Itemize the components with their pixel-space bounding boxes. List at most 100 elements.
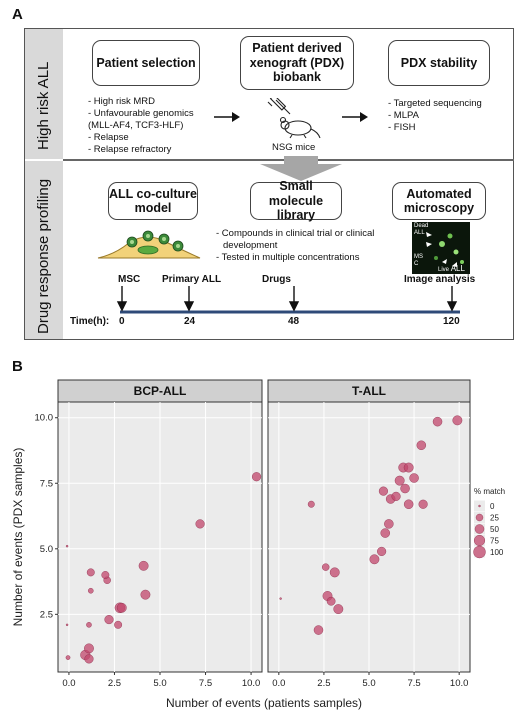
pdx-biobank-box: Patient derived xenograft (PDX) biobank — [240, 36, 354, 90]
scatter-chart: BCP-ALL 0.0 2.5 5.0 7.5 10.0 T-ALL 0.0 2.5 5.0 7.5… — [11, 379, 505, 710]
data-point — [84, 654, 94, 664]
coculture-cell-icon — [97, 230, 201, 259]
microscopy-cells-icon — [426, 232, 464, 267]
data-point — [391, 491, 401, 501]
patient-selection-item: - Relapse — [88, 131, 129, 143]
timeline-graphic — [116, 286, 460, 314]
legend-symbol — [473, 545, 486, 559]
coculture-box: ALL co-culture model — [108, 182, 198, 220]
legend-symbol — [473, 534, 486, 547]
data-point — [378, 486, 388, 496]
y-tick-label: 2.5 — [40, 609, 53, 620]
microscopy-box: Automated microscopy — [392, 182, 486, 220]
data-point — [65, 623, 69, 627]
x-tick-label: 7.5 — [199, 678, 212, 689]
data-point — [65, 655, 71, 660]
y-tick-label: 5.0 — [40, 544, 53, 555]
x-tick-label: 7.5 — [407, 678, 420, 689]
stability-item: - FISH — [388, 121, 416, 133]
row-label-high-risk: High risk ALL — [35, 61, 52, 150]
data-point — [140, 589, 151, 600]
stability-item: - Targeted sequencing — [388, 98, 482, 109]
x-tick-label: 5.0 — [362, 678, 375, 689]
legend-symbol — [475, 513, 484, 522]
x-tick-label: 10.0 — [242, 678, 261, 689]
patient-selection-box: Patient selection — [92, 40, 200, 86]
data-point — [380, 528, 390, 538]
legend-symbol — [474, 524, 485, 534]
x-tick-label: 5.0 — [153, 678, 166, 689]
data-point — [307, 500, 315, 508]
data-point — [251, 472, 262, 482]
data-point — [313, 625, 324, 635]
data-point — [84, 643, 94, 654]
pdx-stability-box: PDX stability — [388, 40, 490, 86]
data-point — [377, 546, 387, 556]
data-point — [86, 568, 95, 577]
arrow-right-icon — [342, 112, 368, 122]
data-point — [329, 567, 340, 578]
library-item: development — [223, 239, 278, 251]
stability-list: - Targeted sequencing - MLPA - FISH — [388, 98, 482, 134]
data-point — [394, 475, 405, 486]
data-point — [409, 473, 419, 483]
data-point — [403, 462, 414, 473]
x-tick-label: 0.0 — [62, 678, 75, 689]
library-item: - Tested in multiple concentrations — [216, 251, 360, 263]
y-tick-label: 10.0 — [35, 413, 54, 424]
microscopy-image: Dead ALL MS C Live ALL — [412, 222, 470, 274]
y-axis-title: Number of events (PDX samples) — [11, 448, 25, 627]
timeline-time-48: 48 — [288, 316, 300, 327]
data-point — [322, 563, 330, 571]
timeline-time-120: 120 — [443, 316, 460, 327]
data-point — [65, 544, 69, 548]
legend-label: 25 — [490, 514, 499, 523]
library-item: - Compounds in clinical trial or clinica… — [216, 228, 375, 239]
legend-label: 50 — [490, 525, 499, 534]
micro-label-live: Live ALL — [438, 264, 465, 273]
legend-title: % match — [474, 487, 505, 496]
data-point — [369, 554, 380, 565]
legend-label: 100 — [490, 548, 504, 557]
timeline-label-msc: MSC — [118, 274, 141, 285]
micro-label-dead: Dead ALL — [414, 223, 429, 236]
timeline-time-24: 24 — [184, 316, 196, 327]
patient-selection-item: - Relapse refractory — [88, 143, 172, 155]
patient-selection-item: - Unfavourable genomics — [88, 107, 194, 119]
library-box: Small molecule library — [250, 179, 342, 222]
stability-item: - MLPA — [388, 109, 419, 121]
x-tick-label: 2.5 — [108, 678, 121, 689]
legend-label: 0 — [490, 502, 495, 511]
data-point — [88, 587, 94, 594]
timeline-label-drugs: Drugs — [262, 274, 291, 285]
timeline-label-image-analysis: Image analysis — [404, 274, 476, 285]
arrow-right-icon — [214, 112, 240, 122]
facet-title: BCP-ALL — [134, 384, 187, 398]
data-point — [418, 499, 428, 509]
data-point — [114, 620, 123, 629]
data-point — [326, 596, 336, 606]
data-point — [104, 615, 114, 625]
data-point — [400, 483, 410, 494]
mouse-label: NSG mice — [272, 142, 316, 153]
data-point — [416, 440, 427, 450]
patient-selection-item: - High risk MRD — [88, 96, 156, 107]
facet-title: T-ALL — [352, 384, 386, 398]
micro-label-msc: MS C — [414, 254, 423, 267]
data-point — [116, 602, 127, 613]
panel-letter-b: B — [12, 358, 23, 375]
patient-selection-item: (MLL-AF4, TCF3-HLF) — [88, 119, 184, 131]
legend-symbol — [478, 504, 481, 508]
down-arrow-icon — [260, 156, 342, 181]
data-point — [279, 597, 282, 600]
x-tick-label: 10.0 — [450, 678, 469, 689]
y-tick-label: 7.5 — [40, 478, 53, 489]
data-point — [138, 560, 149, 571]
library-list: - Compounds in clinical trial or clinica… — [216, 228, 374, 264]
legend-label: 75 — [490, 537, 499, 546]
panel-letter-a: A — [12, 6, 23, 23]
x-tick-label: 0.0 — [272, 678, 285, 689]
x-axis-title: Number of events (patients samples) — [166, 696, 362, 710]
data-point — [101, 571, 110, 579]
data-point — [333, 604, 344, 614]
